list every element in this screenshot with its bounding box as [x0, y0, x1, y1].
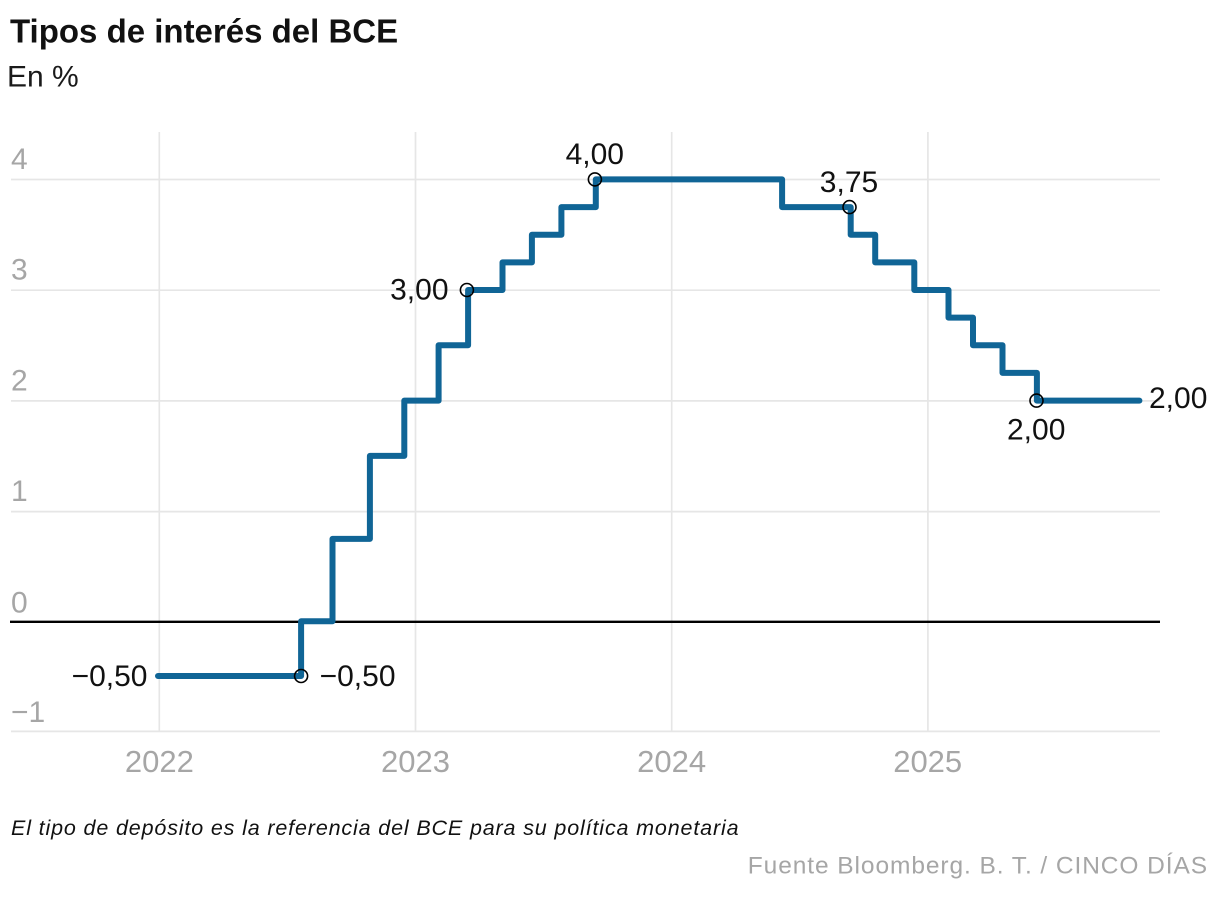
- svg-text:En %: En %: [7, 60, 79, 93]
- svg-text:4: 4: [11, 143, 28, 176]
- svg-text:3,75: 3,75: [820, 166, 878, 199]
- svg-text:El tipo de depósito es la refe: El tipo de depósito es la referencia del…: [11, 816, 739, 840]
- svg-text:2,00: 2,00: [1149, 382, 1207, 415]
- svg-text:1: 1: [11, 475, 28, 508]
- svg-text:−0,50: −0,50: [72, 660, 148, 693]
- svg-text:−0,50: −0,50: [320, 660, 396, 693]
- svg-text:−1: −1: [11, 696, 45, 729]
- svg-text:2025: 2025: [893, 744, 962, 779]
- svg-text:3: 3: [11, 254, 28, 287]
- svg-text:2: 2: [11, 364, 28, 397]
- svg-text:Fuente Bloomberg. B. T. / CINC: Fuente Bloomberg. B. T. / CINCO DÍAS: [748, 852, 1208, 879]
- svg-text:2024: 2024: [637, 744, 706, 779]
- svg-text:2022: 2022: [125, 744, 194, 779]
- svg-text:4,00: 4,00: [566, 138, 624, 171]
- svg-text:Tipos de interés del BCE: Tipos de interés del BCE: [10, 13, 398, 50]
- svg-text:2023: 2023: [381, 744, 450, 779]
- svg-text:0: 0: [11, 586, 28, 619]
- svg-text:2,00: 2,00: [1007, 414, 1065, 447]
- svg-text:3,00: 3,00: [390, 273, 448, 306]
